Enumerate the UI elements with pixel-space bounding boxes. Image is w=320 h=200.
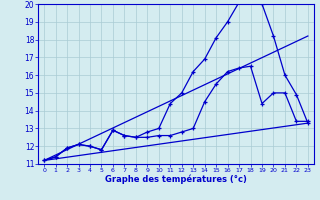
X-axis label: Graphe des températures (°c): Graphe des températures (°c) <box>105 175 247 184</box>
